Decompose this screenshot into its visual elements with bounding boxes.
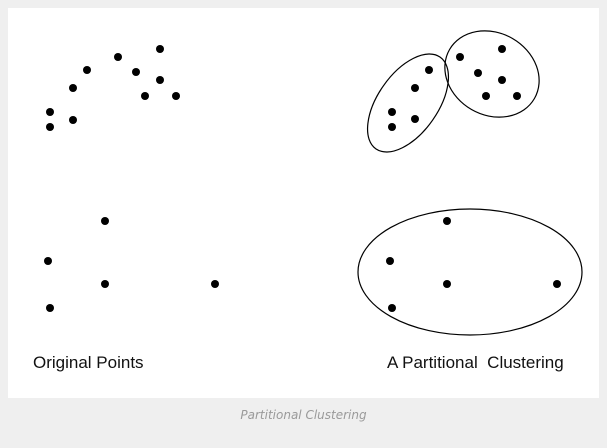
- cluster-2: [444, 30, 540, 118]
- point: [141, 92, 149, 100]
- point: [482, 92, 490, 100]
- point: [388, 123, 396, 131]
- point: [101, 217, 109, 225]
- point: [411, 84, 419, 92]
- point: [456, 53, 464, 61]
- point: [69, 84, 77, 92]
- partitional-clustering-panel: [357, 30, 583, 336]
- point: [411, 115, 419, 123]
- point: [553, 280, 561, 288]
- original-points-panel: [44, 45, 219, 312]
- point: [172, 92, 180, 100]
- point: [114, 53, 122, 61]
- point: [386, 257, 394, 265]
- cluster-1-outline: [366, 53, 450, 153]
- point: [513, 92, 521, 100]
- point: [474, 69, 482, 77]
- point: [69, 116, 77, 124]
- point: [388, 108, 396, 116]
- point: [443, 280, 451, 288]
- partitional-clustering-label: A Partitional Clustering: [387, 353, 564, 372]
- point: [425, 66, 433, 74]
- original-upper-points: [46, 45, 180, 131]
- cluster-2-outline: [444, 30, 540, 118]
- point: [498, 76, 506, 84]
- point: [44, 257, 52, 265]
- original-points-label: Original Points: [33, 353, 144, 372]
- point: [46, 108, 54, 116]
- point: [132, 68, 140, 76]
- cluster-3: [357, 208, 583, 336]
- point: [498, 45, 506, 53]
- point: [46, 304, 54, 312]
- cluster-1: [366, 53, 450, 153]
- point: [101, 280, 109, 288]
- point: [211, 280, 219, 288]
- point: [83, 66, 91, 74]
- point: [156, 76, 164, 84]
- point: [388, 304, 396, 312]
- point: [46, 123, 54, 131]
- point: [156, 45, 164, 53]
- original-lower-points: [44, 217, 219, 312]
- cluster-3-outline: [357, 208, 583, 336]
- figure-caption: Partitional Clustering: [240, 408, 367, 422]
- point: [443, 217, 451, 225]
